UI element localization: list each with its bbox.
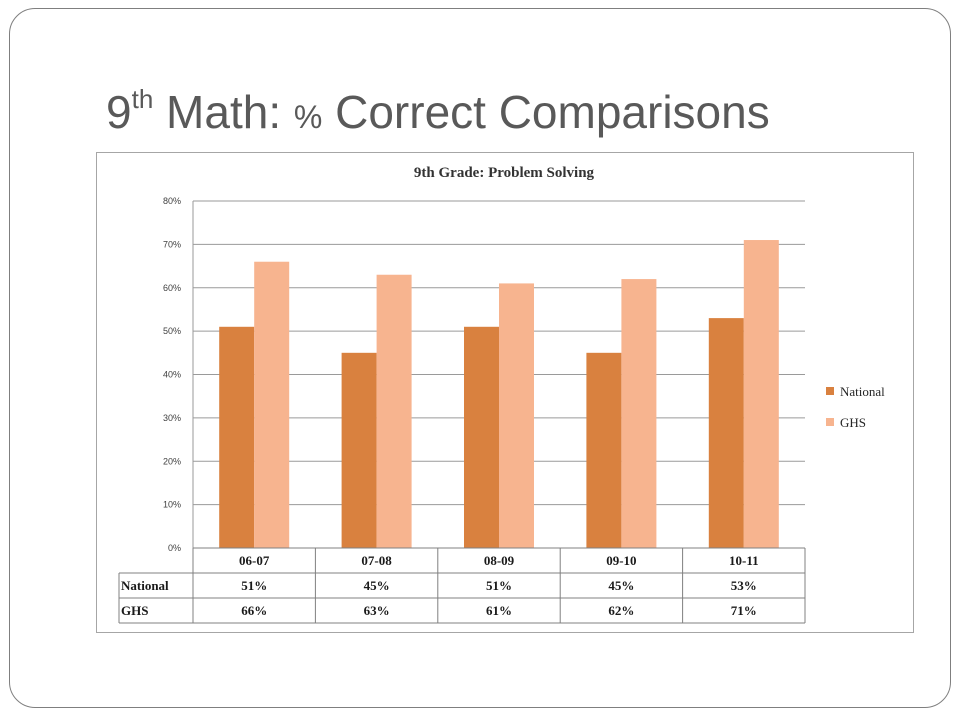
table-cell-value: 61% <box>486 603 512 618</box>
table-cell-value: 45% <box>608 578 634 593</box>
bar-national-06-07 <box>219 326 255 548</box>
bar-national-10-11 <box>708 318 744 548</box>
category-label: 08-09 <box>484 553 515 568</box>
table-row-label-ghs: GHS <box>121 603 148 618</box>
table-cell-value: 45% <box>364 578 390 593</box>
bar-ghs-08-09 <box>499 283 534 548</box>
table-row-label-national: National <box>121 578 169 593</box>
table-cell-value: 63% <box>364 603 390 618</box>
y-tick-label: 10% <box>163 500 181 510</box>
table-cell-value: 71% <box>731 603 757 618</box>
slide-title: 9th Math: % Correct Comparisons <box>106 84 770 138</box>
y-tick-label: 60% <box>163 283 181 293</box>
bar-ghs-06-07 <box>254 261 290 548</box>
table-cell-value: 66% <box>241 603 267 618</box>
bar-national-09-10 <box>586 352 622 548</box>
category-label: 09-10 <box>606 553 636 568</box>
table-cell-value: 62% <box>608 603 634 618</box>
y-tick-label: 80% <box>163 196 181 206</box>
bar-ghs-07-08 <box>376 274 412 548</box>
legend-label-ghs: GHS <box>840 415 866 430</box>
legend-swatch-national <box>826 387 834 395</box>
y-tick-label: 70% <box>163 239 181 249</box>
y-tick-label: 20% <box>163 456 181 466</box>
table-cell-value: 51% <box>241 578 267 593</box>
bar-chart: 9th Grade: Problem Solving 0% 10% 20% 30% 40… <box>118 165 885 624</box>
chart-area: 9th Grade: Problem Solving 0% 10% 20% 30% 40… <box>96 152 914 633</box>
y-tick-label: 0% <box>168 543 181 553</box>
legend-label-national: National <box>840 384 885 399</box>
table-cell-value: 53% <box>731 578 757 593</box>
category-label: 07-08 <box>361 553 392 568</box>
bar-national-07-08 <box>341 352 377 548</box>
chart-title: 9th Grade: Problem Solving <box>414 165 595 181</box>
y-tick-label: 40% <box>163 370 181 380</box>
table-cell-value: 51% <box>486 578 512 593</box>
y-tick-label: 30% <box>163 413 181 423</box>
bar-ghs-09-10 <box>621 279 657 548</box>
y-tick-label: 50% <box>163 326 181 336</box>
category-label: 06-07 <box>239 553 270 568</box>
category-label: 10-11 <box>729 553 759 568</box>
legend-swatch-ghs <box>826 418 834 426</box>
bar-national-08-09 <box>464 326 499 548</box>
bar-ghs-10-11 <box>743 240 779 548</box>
